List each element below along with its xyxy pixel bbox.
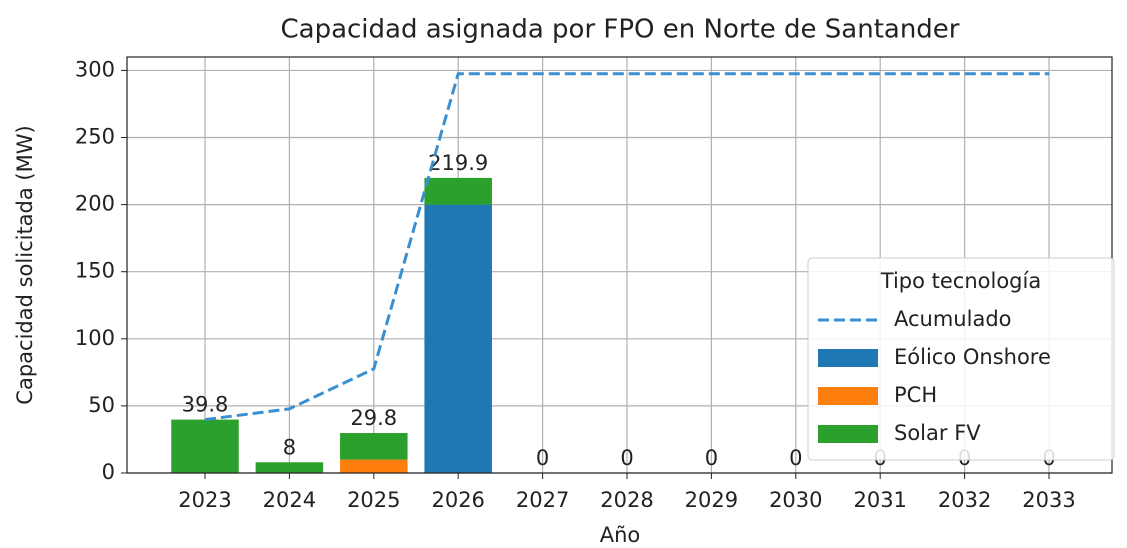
- x-axis-label: Año: [600, 523, 641, 547]
- x-tick-label: 2030: [769, 488, 822, 512]
- bar-segment: [340, 459, 408, 473]
- y-tick-label: 150: [75, 259, 115, 283]
- chart-title: Capacidad asignada por FPO en Norte de S…: [280, 15, 959, 45]
- y-tick-label: 50: [88, 393, 115, 417]
- total-label: 0: [789, 446, 802, 470]
- x-tick-label: 2025: [347, 488, 400, 512]
- bar-segment: [171, 419, 239, 473]
- line: [204, 72, 1049, 422]
- y-tick-label: 0: [102, 460, 115, 484]
- y-tick-label: 250: [75, 125, 115, 149]
- x-tick-label: 2033: [1022, 488, 1075, 512]
- bar-segment: [424, 177, 492, 205]
- legend: Tipo tecnología Acumulado Eólico Onshore PC…: [807, 257, 1115, 461]
- x-tick-label: 2029: [685, 488, 738, 512]
- x-tick-label: 2024: [263, 488, 316, 512]
- bar-segment: [340, 433, 408, 460]
- legend-swatch: [818, 387, 878, 405]
- x-tick-label: 2023: [178, 488, 231, 512]
- total-label: 29.8: [350, 406, 397, 430]
- total-label: 0: [705, 446, 718, 470]
- total-label: 0: [536, 446, 549, 470]
- total-label: 0: [620, 446, 633, 470]
- x-tick-label: 2032: [938, 488, 991, 512]
- y-axis-label: Capacidad solicitada (MW): [13, 125, 37, 404]
- y-tick-label: 100: [75, 326, 115, 350]
- total-label: 8: [283, 435, 296, 459]
- legend-label: Eólico Onshore: [894, 345, 1051, 369]
- y-tick-label: 200: [75, 192, 115, 216]
- y-tick-label: 300: [75, 57, 115, 81]
- x-tick-label: 2027: [516, 488, 569, 512]
- total-label: 219.9: [428, 151, 488, 175]
- total-label: 39.8: [182, 393, 229, 417]
- legend-box: [807, 257, 1115, 461]
- legend-swatch: [818, 349, 878, 367]
- x-tick-label: 2026: [431, 488, 484, 512]
- legend-label: Solar FV: [894, 421, 981, 445]
- x-tick-label: 2031: [853, 488, 906, 512]
- legend-title: Tipo tecnología: [880, 269, 1041, 293]
- legend-swatch: [818, 425, 878, 443]
- bar-segment: [255, 462, 324, 473]
- legend-label: Acumulado: [894, 307, 1012, 331]
- bar-segment: [424, 204, 492, 473]
- x-tick-label: 2028: [600, 488, 653, 512]
- legend-label: PCH: [894, 383, 937, 407]
